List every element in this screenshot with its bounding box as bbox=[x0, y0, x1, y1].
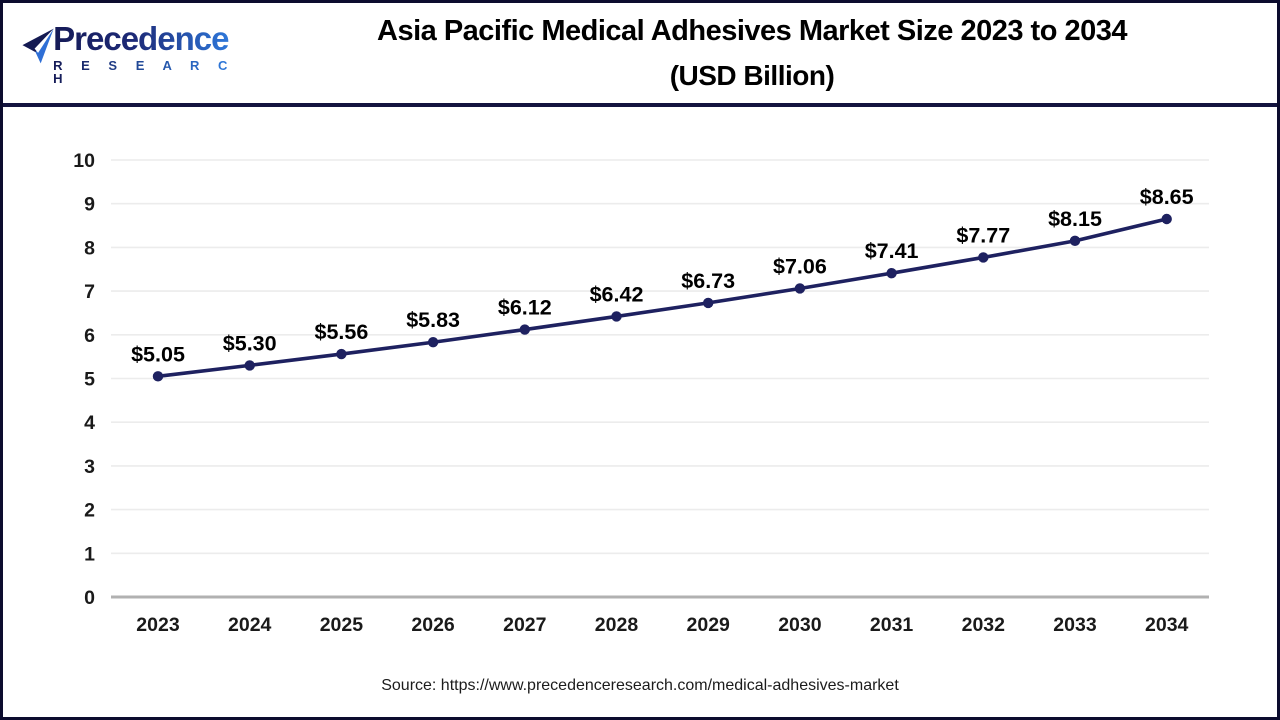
line-chart: 0 1 2 3 4 5 6 7 8 9 10 2023 2024 2025 2026 2027 2028 2029… bbox=[73, 150, 1209, 636]
brand-text: Precedence R E S E A R C H bbox=[53, 22, 235, 85]
data-point bbox=[152, 371, 164, 382]
x-tick-label: 2024 bbox=[228, 614, 272, 636]
y-tick-label: 8 bbox=[84, 237, 95, 259]
chart-title-line2: (USD Billion) bbox=[669, 59, 835, 91]
x-tick-label: 2027 bbox=[503, 614, 546, 636]
data-label: $5.05 bbox=[131, 342, 185, 366]
y-tick-label: 3 bbox=[84, 456, 95, 478]
data-label: $5.83 bbox=[406, 308, 460, 332]
y-tick-label: 6 bbox=[84, 325, 95, 347]
data-label: $6.42 bbox=[590, 282, 644, 306]
y-tick-label: 4 bbox=[84, 412, 95, 434]
data-point bbox=[611, 311, 622, 322]
source-text: Source: https://www.precedenceresearch.c… bbox=[381, 677, 899, 694]
x-tick-label: 2032 bbox=[962, 614, 1006, 636]
data-label: $8.15 bbox=[1048, 207, 1102, 231]
x-tick-label: 2023 bbox=[136, 614, 180, 636]
footer: Source: https://www.precedenceresearch.c… bbox=[3, 677, 1277, 695]
data-label: $5.56 bbox=[314, 320, 368, 344]
data-label: $8.65 bbox=[1140, 185, 1194, 209]
data-point bbox=[336, 348, 347, 360]
x-tick-label: 2029 bbox=[687, 614, 731, 636]
y-tick-label: 0 bbox=[84, 587, 95, 609]
y-tick-label: 2 bbox=[84, 500, 95, 522]
data-point bbox=[886, 267, 897, 279]
data-point bbox=[978, 252, 989, 263]
y-tick-label: 7 bbox=[84, 281, 95, 303]
chart-title-line1: Asia Pacific Medical Adhesives Market Si… bbox=[377, 14, 1128, 47]
y-tick-label: 5 bbox=[84, 369, 95, 391]
chart-title: Asia Pacific Medical Adhesives Market Si… bbox=[235, 9, 1277, 98]
data-point bbox=[703, 297, 714, 309]
data-label: $6.12 bbox=[498, 296, 552, 320]
series-line bbox=[156, 217, 1169, 379]
data-label: $6.73 bbox=[681, 269, 735, 293]
brand-name: Precedence bbox=[53, 22, 235, 55]
brand-subtitle: R E S E A R C H bbox=[53, 57, 235, 86]
data-point bbox=[794, 283, 806, 294]
data-point bbox=[1069, 235, 1081, 247]
data-label: $7.06 bbox=[773, 254, 827, 278]
x-tick-label: 2030 bbox=[778, 614, 822, 636]
header: Precedence R E S E A R C H Asia Pacific … bbox=[3, 3, 1277, 107]
data-point bbox=[244, 360, 255, 371]
x-tick-label: 2033 bbox=[1053, 614, 1097, 636]
data-point bbox=[519, 324, 530, 335]
x-tick-label: 2026 bbox=[411, 614, 455, 636]
data-point bbox=[1161, 213, 1172, 225]
x-tick-label: 2028 bbox=[595, 614, 639, 636]
paper-plane-icon bbox=[22, 28, 54, 64]
brand-logo: Precedence R E S E A R C H bbox=[3, 22, 235, 85]
x-tick-label: 2031 bbox=[870, 614, 914, 636]
data-point bbox=[427, 337, 439, 348]
x-tick-label: 2025 bbox=[320, 614, 364, 636]
x-tick-label: 2034 bbox=[1145, 614, 1189, 636]
y-tick-label: 1 bbox=[84, 543, 95, 565]
data-label: $7.41 bbox=[865, 239, 919, 263]
y-tick-label: 10 bbox=[73, 150, 95, 172]
data-label: $5.30 bbox=[223, 331, 277, 355]
data-label: $7.77 bbox=[956, 223, 1010, 247]
y-tick-label: 9 bbox=[84, 194, 95, 216]
